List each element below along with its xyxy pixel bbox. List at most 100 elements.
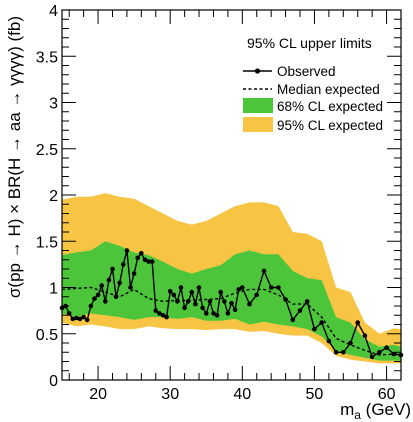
x-tick-label: 20 <box>89 386 107 403</box>
observed-point <box>175 299 180 304</box>
observed-point <box>377 350 382 355</box>
observed-point <box>153 308 159 313</box>
legend: 95% CL upper limits Observed Median expe… <box>243 35 383 133</box>
observed-points <box>59 248 404 360</box>
observed-point <box>88 303 94 309</box>
observed-point <box>232 307 238 313</box>
legend-entry-median: Median expected <box>243 82 380 97</box>
observed-point <box>121 262 126 267</box>
legend-95-label: 95% CL expected <box>277 118 383 133</box>
observed-point <box>95 292 101 298</box>
observed-point <box>157 311 162 316</box>
observed-point <box>142 257 148 263</box>
observed-point <box>290 317 296 323</box>
observed-point <box>182 305 187 311</box>
y-tick-label: 2 <box>49 188 58 205</box>
x-axis-title-sub: a <box>354 408 361 422</box>
legend-observed-label: Observed <box>277 64 336 79</box>
observed-point <box>128 285 133 290</box>
legend-entry-95: 95% CL expected <box>243 117 383 133</box>
observed-point <box>222 299 227 304</box>
observed-point <box>200 305 205 311</box>
legend-observed-marker <box>254 68 261 74</box>
observed-point <box>139 251 144 256</box>
x-axis-title-unit: (GeV) <box>361 400 411 419</box>
x-tick-label: 50 <box>306 386 324 403</box>
x-axis-title: ma (GeV) <box>340 400 411 422</box>
y-tick-label: 0 <box>49 373 58 390</box>
observed-point <box>84 317 90 323</box>
observed-point <box>276 285 281 290</box>
y-tick-label: 0.5 <box>36 327 58 344</box>
observed-point <box>131 271 137 276</box>
x-tick-label: 60 <box>378 386 396 403</box>
observed-point <box>319 320 325 325</box>
legend-entry-68: 68% CL expected <box>243 98 383 114</box>
observed-point <box>92 296 97 301</box>
observed-point <box>236 287 241 292</box>
observed-point <box>193 301 198 307</box>
observed-point <box>189 289 195 295</box>
observed-point <box>164 314 169 320</box>
observed-point <box>355 320 361 325</box>
observed-point <box>149 259 155 264</box>
legend-68-swatch <box>243 98 273 113</box>
observed-point <box>247 301 252 307</box>
observed-point <box>70 316 76 322</box>
observed-point <box>341 350 346 355</box>
observed-point <box>204 311 209 316</box>
observed-point <box>261 268 267 274</box>
observed-point <box>297 308 303 313</box>
observed-point <box>283 297 288 302</box>
observed-point <box>348 340 353 346</box>
observed-point <box>167 288 173 294</box>
observed-point <box>312 326 317 332</box>
observed-point <box>196 285 202 290</box>
observed-point <box>178 285 184 290</box>
observed-point <box>110 266 115 272</box>
observed-point <box>185 299 191 304</box>
observed-point <box>391 351 397 357</box>
legend-entry-observed: Observed <box>243 64 336 79</box>
axis-ticks <box>62 9 402 381</box>
observed-point <box>77 316 83 322</box>
y-tick-label: 3.5 <box>36 49 58 66</box>
observed-point <box>135 255 140 261</box>
observed-point <box>146 259 151 264</box>
observed-point <box>117 280 122 286</box>
observed-point <box>113 294 119 300</box>
observed-point <box>326 338 332 344</box>
observed-point <box>384 345 389 350</box>
observed-point <box>304 299 310 304</box>
observed-point <box>211 311 216 316</box>
y-tick-label: 2.5 <box>36 142 58 159</box>
y-tick-label: 3 <box>49 96 58 113</box>
observed-point <box>160 313 166 318</box>
y-tick-label: 1 <box>49 281 58 298</box>
observed-point <box>171 292 177 298</box>
observed-point <box>207 299 213 304</box>
expected-bands <box>62 193 401 364</box>
observed-point <box>103 299 108 304</box>
observed-point <box>124 248 130 253</box>
x-tick-labels: 20 30 40 50 60 <box>89 386 395 403</box>
x-tick-label: 30 <box>161 386 179 403</box>
y-tick-labels: 0 0.5 1 1.5 2 2.5 3 3.5 4 <box>36 3 58 390</box>
legend-median-label: Median expected <box>277 82 380 97</box>
x-tick-label: 40 <box>233 386 251 403</box>
observed-point <box>74 315 79 321</box>
y-tick-label: 1.5 <box>36 234 58 251</box>
observed-point <box>66 311 72 316</box>
observed-point <box>240 285 245 290</box>
observed-point <box>254 292 259 298</box>
observed-point <box>268 285 274 290</box>
observed-point <box>333 350 339 355</box>
observed-point <box>362 333 368 338</box>
observed-point <box>81 314 86 320</box>
observed-point <box>214 313 220 318</box>
observed-point <box>369 354 375 360</box>
legend-95-swatch <box>243 117 273 132</box>
y-tick-label: 4 <box>49 3 58 20</box>
observed-point <box>225 311 231 316</box>
